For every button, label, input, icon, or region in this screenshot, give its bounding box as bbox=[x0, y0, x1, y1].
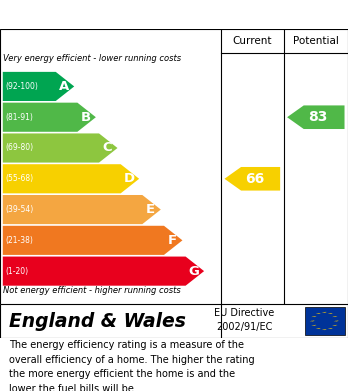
Polygon shape bbox=[3, 72, 74, 101]
Text: Potential: Potential bbox=[293, 36, 339, 46]
Polygon shape bbox=[3, 133, 118, 163]
Text: B: B bbox=[81, 111, 91, 124]
Text: 66: 66 bbox=[245, 172, 264, 186]
Polygon shape bbox=[224, 167, 280, 190]
Polygon shape bbox=[3, 195, 161, 224]
Polygon shape bbox=[316, 328, 322, 329]
Text: (21-38): (21-38) bbox=[6, 236, 33, 245]
Text: D: D bbox=[124, 172, 135, 185]
Text: F: F bbox=[168, 234, 177, 247]
Text: Not energy efficient - higher running costs: Not energy efficient - higher running co… bbox=[3, 286, 181, 295]
Text: Current: Current bbox=[232, 36, 272, 46]
Text: C: C bbox=[103, 142, 112, 154]
Text: (69-80): (69-80) bbox=[6, 143, 34, 152]
Bar bbox=[304, 307, 345, 335]
Text: 83: 83 bbox=[309, 110, 328, 124]
Polygon shape bbox=[3, 164, 139, 193]
Polygon shape bbox=[332, 316, 338, 317]
Text: England & Wales: England & Wales bbox=[9, 312, 185, 330]
Polygon shape bbox=[332, 325, 338, 326]
Text: (1-20): (1-20) bbox=[6, 267, 29, 276]
Polygon shape bbox=[327, 313, 333, 314]
Text: Very energy efficient - lower running costs: Very energy efficient - lower running co… bbox=[3, 54, 182, 63]
Polygon shape bbox=[322, 329, 327, 330]
Polygon shape bbox=[327, 328, 333, 329]
Polygon shape bbox=[287, 106, 345, 129]
Polygon shape bbox=[3, 103, 96, 132]
Polygon shape bbox=[311, 316, 317, 317]
Polygon shape bbox=[3, 256, 204, 286]
Text: Energy Efficiency Rating: Energy Efficiency Rating bbox=[9, 7, 211, 22]
Text: A: A bbox=[59, 80, 69, 93]
Text: G: G bbox=[189, 265, 199, 278]
Text: The energy efficiency rating is a measure of the
overall efficiency of a home. T: The energy efficiency rating is a measur… bbox=[9, 340, 254, 391]
Text: (81-91): (81-91) bbox=[6, 113, 33, 122]
Polygon shape bbox=[3, 226, 182, 255]
Polygon shape bbox=[316, 313, 322, 314]
Polygon shape bbox=[311, 325, 317, 326]
Text: (55-68): (55-68) bbox=[6, 174, 34, 183]
Polygon shape bbox=[322, 312, 327, 313]
Text: E: E bbox=[146, 203, 155, 216]
Text: (39-54): (39-54) bbox=[6, 205, 34, 214]
Text: (92-100): (92-100) bbox=[6, 82, 38, 91]
Text: EU Directive
2002/91/EC: EU Directive 2002/91/EC bbox=[214, 308, 275, 332]
